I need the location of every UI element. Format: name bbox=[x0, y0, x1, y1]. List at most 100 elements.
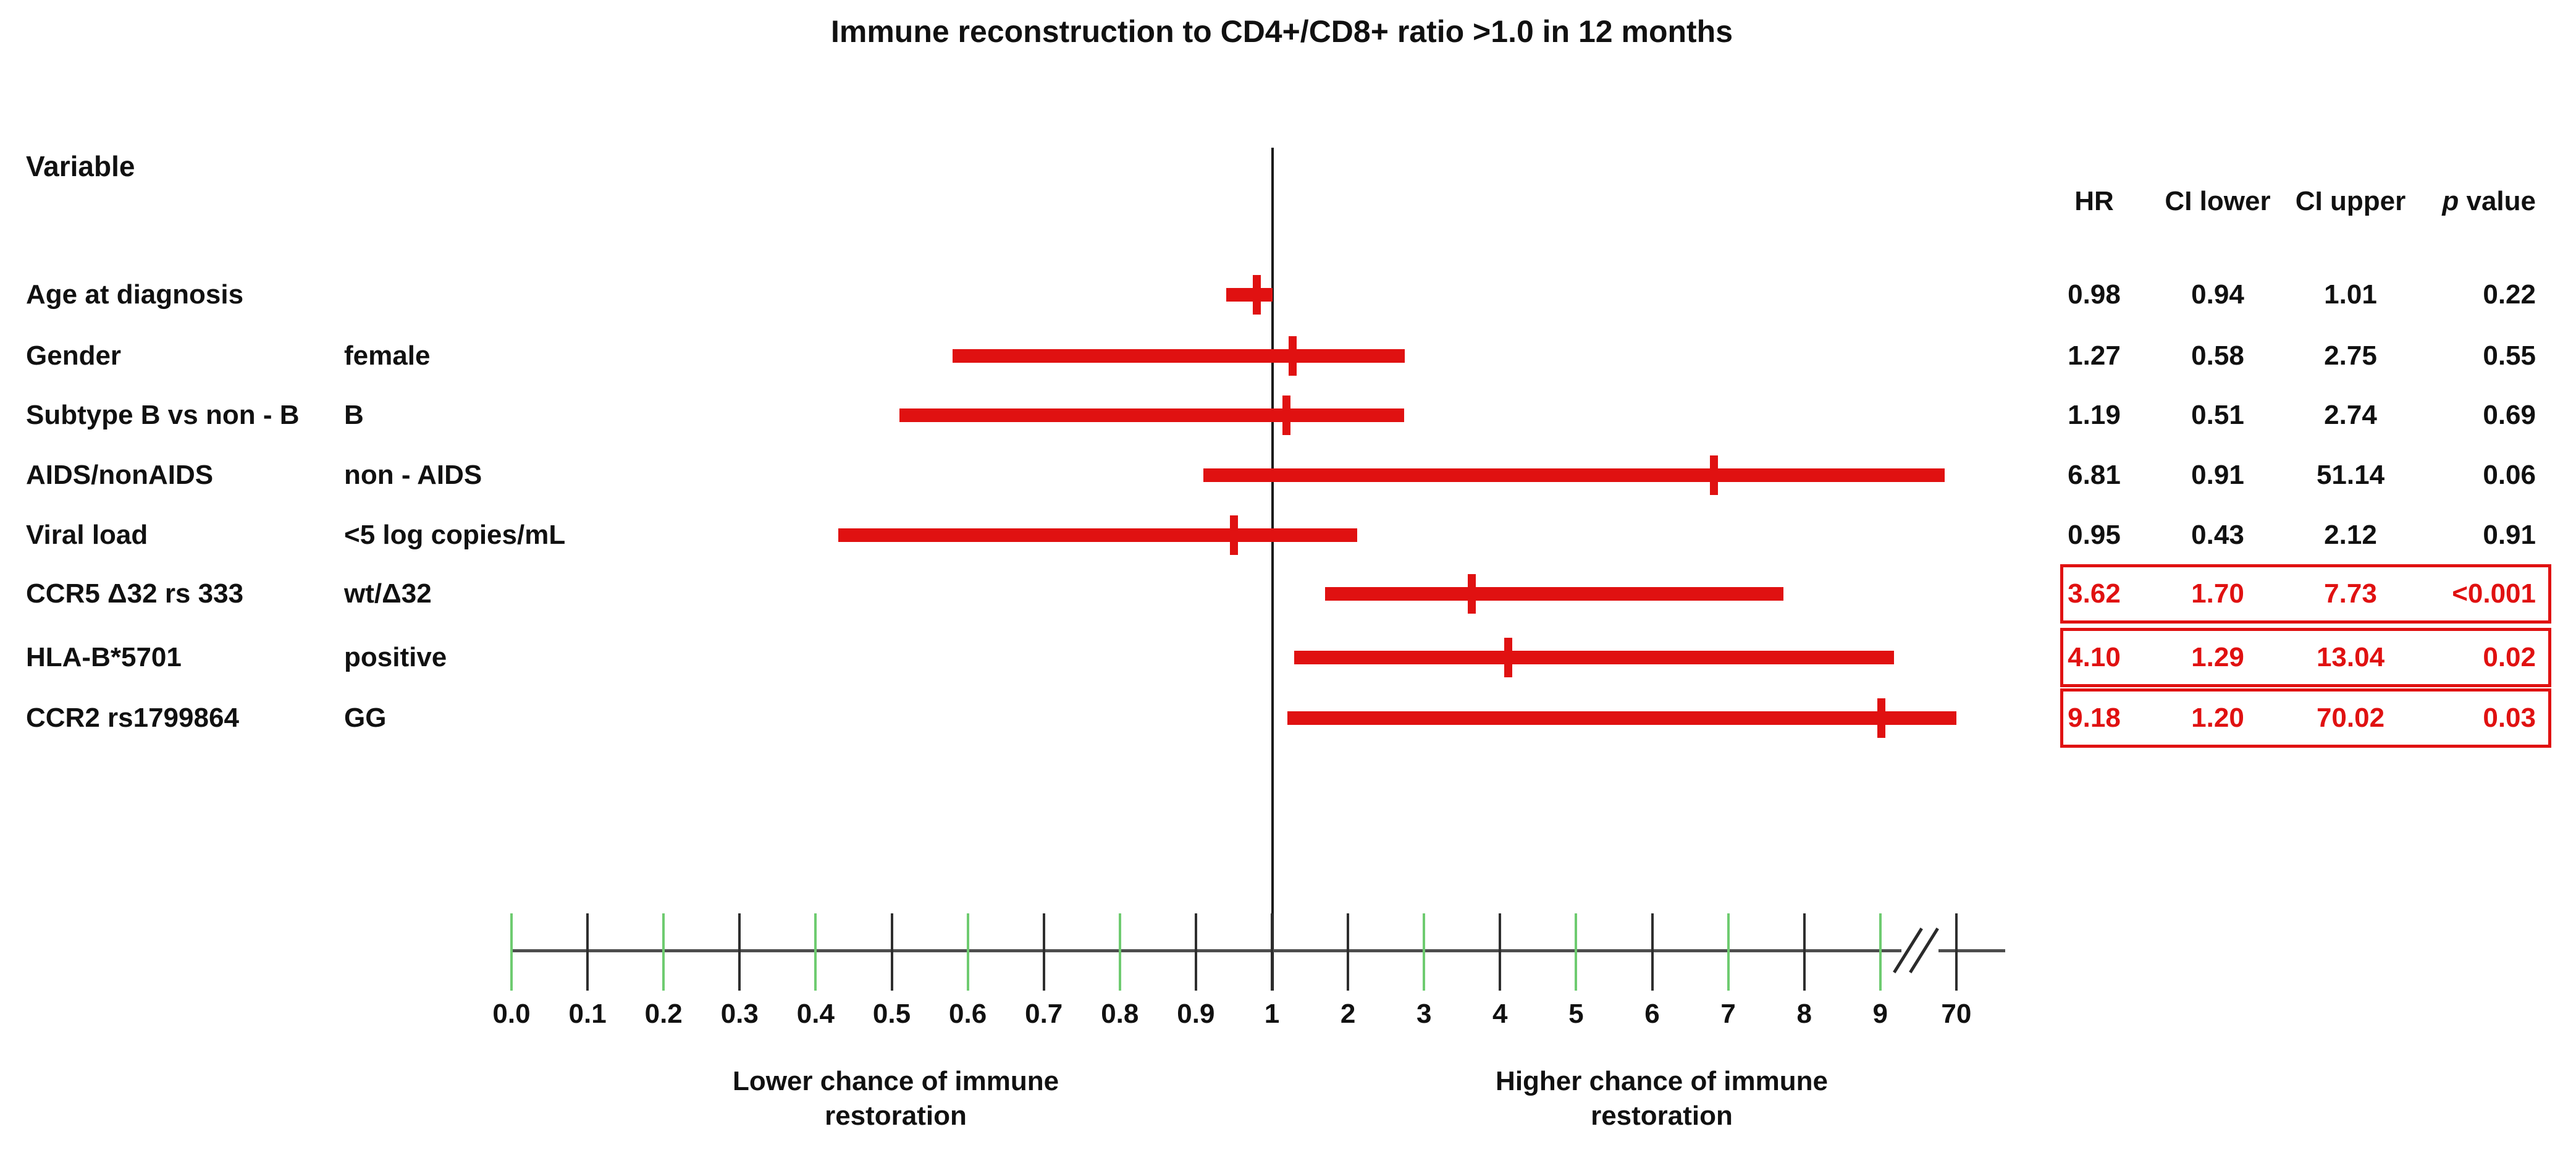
p-value: 0.03 bbox=[2483, 703, 2536, 733]
reference-line-hr-1 bbox=[1271, 148, 1274, 991]
variable-label: Subtype B vs non - B bbox=[26, 400, 300, 430]
ci-upper-value: 13.04 bbox=[2316, 642, 2385, 672]
variable-label: CCR2 rs1799864 bbox=[26, 703, 239, 733]
ci-bar bbox=[899, 408, 1405, 422]
col-header-ci-upper: CI upper bbox=[2295, 186, 2406, 216]
x-axis-tick-70 bbox=[1955, 913, 1958, 991]
lower-chance-label: Lower chance of immune restoration bbox=[649, 1064, 1143, 1133]
x-axis-tick-0.3 bbox=[738, 913, 741, 991]
variable-label: Gender bbox=[26, 341, 122, 371]
x-axis-tick-0.9 bbox=[1194, 913, 1197, 991]
ci-lower-value: 0.43 bbox=[2191, 520, 2244, 550]
ci-upper-value: 2.75 bbox=[2324, 341, 2377, 371]
col-header-ci-lower: CI lower bbox=[2165, 186, 2271, 216]
ci-upper-value: 51.14 bbox=[2316, 460, 2385, 490]
x-axis-tick-label: 6 bbox=[1644, 999, 1660, 1029]
hr-point-marker bbox=[1877, 698, 1885, 738]
ci-upper-value: 1.01 bbox=[2324, 279, 2377, 310]
x-axis-tick-label: 7 bbox=[1720, 999, 1736, 1029]
x-axis-tick-0.7 bbox=[1042, 913, 1045, 991]
level-label: positive bbox=[344, 642, 447, 672]
p-value: 0.91 bbox=[2483, 520, 2536, 550]
p-value: 0.69 bbox=[2483, 400, 2536, 430]
variable-label: AIDS/nonAIDS bbox=[26, 460, 214, 490]
col-header-p-value: p value bbox=[2320, 184, 2536, 219]
x-axis-tick-label: 1 bbox=[1264, 999, 1280, 1029]
hr-value: 9.18 bbox=[2068, 703, 2121, 733]
x-axis-tick-8 bbox=[1803, 913, 1806, 991]
lower-chance-line2: restoration bbox=[825, 1101, 967, 1131]
hr-value: 3.62 bbox=[2068, 578, 2121, 609]
significant-row-box bbox=[2060, 564, 2551, 624]
x-axis-tick-label: 3 bbox=[1416, 999, 1432, 1029]
x-axis-tick-0.2 bbox=[662, 913, 665, 991]
ci-lower-value: 0.94 bbox=[2191, 279, 2244, 310]
p-value: 0.06 bbox=[2483, 460, 2536, 490]
lower-chance-line1: Lower chance of immune bbox=[732, 1066, 1059, 1096]
hr-value: 0.98 bbox=[2068, 279, 2121, 310]
x-axis-tick-7 bbox=[1727, 913, 1730, 991]
x-axis-tick-label: 8 bbox=[1796, 999, 1812, 1029]
x-axis-tick-6 bbox=[1651, 913, 1654, 991]
x-axis-tick-0.0 bbox=[510, 913, 513, 991]
x-axis-tick-2 bbox=[1347, 913, 1350, 991]
x-axis-tick-0.1 bbox=[586, 913, 589, 991]
level-label: B bbox=[344, 400, 364, 430]
x-axis-tick-label: 70 bbox=[1941, 999, 1972, 1029]
x-axis-tick-0.6 bbox=[966, 913, 969, 991]
variable-label: HLA-B*5701 bbox=[26, 642, 182, 672]
ci-upper-value: 7.73 bbox=[2324, 578, 2377, 609]
ci-bar bbox=[1287, 711, 1956, 725]
x-axis-tick-label: 0.7 bbox=[1025, 999, 1063, 1029]
level-label: wt/Δ32 bbox=[344, 578, 432, 609]
x-axis-tick-label: 0.6 bbox=[949, 999, 987, 1029]
hr-point-marker bbox=[1230, 515, 1239, 555]
level-label: non - AIDS bbox=[344, 460, 482, 490]
higher-chance-label: Higher chance of immune restoration bbox=[1415, 1064, 1909, 1133]
ci-lower-value: 1.70 bbox=[2191, 578, 2244, 609]
level-label: GG bbox=[344, 703, 387, 733]
variable-label: CCR5 Δ32 rs 333 bbox=[26, 578, 244, 609]
p-value: 0.55 bbox=[2483, 341, 2536, 371]
ci-lower-value: 1.20 bbox=[2191, 703, 2244, 733]
x-axis-tick-label: 0.1 bbox=[568, 999, 607, 1029]
x-axis-tick-0.8 bbox=[1118, 913, 1121, 991]
x-axis-tick-0.4 bbox=[814, 913, 817, 991]
ci-lower-value: 0.58 bbox=[2191, 341, 2244, 371]
level-label: female bbox=[344, 341, 431, 371]
p-value-italic-p: p bbox=[2442, 186, 2459, 216]
x-axis-tick-label: 0.9 bbox=[1177, 999, 1215, 1029]
p-value: 0.02 bbox=[2483, 642, 2536, 672]
x-axis-tick-label: 0.0 bbox=[492, 999, 531, 1029]
x-axis-tick-label: 2 bbox=[1340, 999, 1356, 1029]
significant-row-box bbox=[2060, 628, 2551, 687]
hr-point-marker bbox=[1467, 574, 1476, 614]
level-label: <5 log copies/mL bbox=[344, 520, 566, 550]
p-value: 0.22 bbox=[2483, 279, 2536, 310]
x-axis-tick-label: 0.3 bbox=[720, 999, 759, 1029]
x-axis-line bbox=[511, 949, 2005, 952]
ci-upper-value: 2.12 bbox=[2324, 520, 2377, 550]
x-axis-tick-label: 0.8 bbox=[1101, 999, 1139, 1029]
higher-chance-line1: Higher chance of immune bbox=[1496, 1066, 1828, 1096]
x-axis-tick-1 bbox=[1271, 913, 1273, 991]
hr-point-marker bbox=[1504, 638, 1512, 677]
hr-point-marker bbox=[1253, 275, 1261, 315]
hr-value: 4.10 bbox=[2068, 642, 2121, 672]
x-axis-tick-5 bbox=[1575, 913, 1578, 991]
ci-lower-value: 1.29 bbox=[2191, 642, 2244, 672]
ci-upper-value: 2.74 bbox=[2324, 400, 2377, 430]
ci-bar bbox=[1203, 468, 1945, 482]
hr-point-marker bbox=[1289, 336, 1297, 376]
ci-upper-value: 70.02 bbox=[2316, 703, 2385, 733]
x-axis-tick-label: 9 bbox=[1872, 999, 1888, 1029]
ci-bar bbox=[838, 528, 1357, 542]
higher-chance-line2: restoration bbox=[1591, 1101, 1733, 1131]
hr-point-marker bbox=[1282, 396, 1291, 435]
ci-lower-value: 0.91 bbox=[2191, 460, 2244, 490]
ci-bar bbox=[1294, 651, 1895, 664]
x-axis-tick-label: 0.5 bbox=[872, 999, 911, 1029]
x-axis-tick-label: 5 bbox=[1568, 999, 1584, 1029]
hr-value: 1.27 bbox=[2068, 341, 2121, 371]
